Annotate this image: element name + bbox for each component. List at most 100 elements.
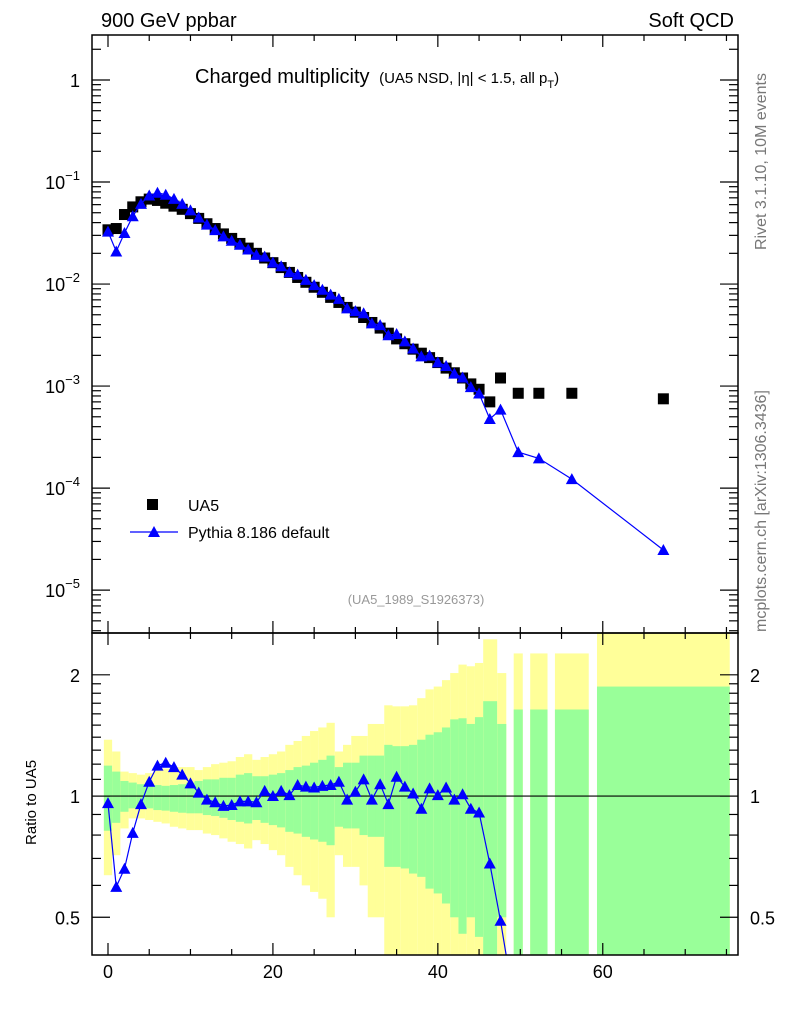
ua5-data-point xyxy=(127,201,139,213)
legend: UA5 Pythia 8.186 default xyxy=(130,498,330,542)
pythia-ratio-point xyxy=(407,787,420,799)
side-text-rivet: Rivet 3.1.10, 10M events xyxy=(753,73,770,250)
ua5-data-point xyxy=(533,387,545,399)
pythia-ratio-point xyxy=(423,782,436,794)
ratio-tick-label-right: 2 xyxy=(750,666,760,686)
pythia-data-point xyxy=(217,230,230,242)
band-stat-uncertainty xyxy=(530,709,548,955)
pythia-ratio-point xyxy=(225,799,238,811)
band-stat-uncertainty xyxy=(441,727,451,904)
pythia-data-point xyxy=(184,204,197,216)
pythia-data-point xyxy=(483,412,496,424)
band-stat-uncertainty xyxy=(392,746,401,867)
pythia-ratio-point xyxy=(283,789,296,801)
pythia-data-point xyxy=(349,305,362,317)
x-tick-label: 0 xyxy=(103,962,113,982)
pythia-ratio-point xyxy=(233,795,246,807)
pythia-ratio-point xyxy=(151,759,164,771)
ua5-data-point xyxy=(168,200,180,212)
pythia-ratio-point xyxy=(390,770,403,782)
pythia-ratio-point xyxy=(357,773,370,785)
pythia-data-point xyxy=(316,283,329,295)
pythia-ratio-point xyxy=(456,788,469,800)
header-right: Soft QCD xyxy=(648,10,734,32)
pythia-data-point xyxy=(382,329,395,341)
title-sub-eta: η xyxy=(461,70,469,87)
pythia-data-point xyxy=(464,381,477,393)
band-stat-uncertainty xyxy=(277,773,286,828)
x-tick-label: 60 xyxy=(593,962,613,982)
pythia-ratio-point xyxy=(473,806,486,818)
main-plot-frame xyxy=(91,34,739,634)
ratio-tick-label-left: 0.5 xyxy=(55,908,80,928)
pythia-ratio-point xyxy=(110,880,123,892)
pythia-ratio-point xyxy=(250,796,263,808)
band-stat-uncertainty xyxy=(497,723,507,918)
ratio-tick-label-right: 1 xyxy=(750,787,760,807)
pythia-data-point xyxy=(192,211,205,223)
pythia-ratio-point xyxy=(431,789,444,801)
band-stat-uncertainty xyxy=(433,732,442,894)
pythia-data-point xyxy=(242,243,255,255)
chart-title: Charged multiplicity (UA5 NSD, |η| < 1.5… xyxy=(195,66,559,91)
header-left: 900 GeV ppbar xyxy=(101,10,237,32)
pythia-data-point xyxy=(390,327,403,339)
band-stat-uncertainty xyxy=(334,767,344,827)
pythia-data-point xyxy=(291,268,304,280)
pythia-data-point xyxy=(250,248,263,260)
legend-pythia-label: Pythia 8.186 default xyxy=(188,525,330,542)
pythia-ratio-point xyxy=(101,797,114,809)
pythia-data-point xyxy=(512,446,525,458)
pythia-data-point xyxy=(151,186,164,198)
legend-ua5-label: UA5 xyxy=(188,498,219,515)
pythia-data-point xyxy=(266,256,279,268)
band-stat-uncertainty xyxy=(425,734,434,889)
pythia-data-point xyxy=(225,234,238,246)
band-stat-uncertainty xyxy=(359,755,368,836)
band-stat-uncertainty xyxy=(310,762,319,840)
band-stat-uncertainty xyxy=(513,709,523,955)
pythia-ratio-point xyxy=(143,775,156,787)
pythia-data-point xyxy=(332,292,345,304)
pythia-data-point xyxy=(431,356,444,368)
band-stat-uncertainty xyxy=(326,755,335,846)
pythia-ratio-point xyxy=(464,802,477,814)
pythia-data-point xyxy=(532,452,545,464)
pythia-ratio-point xyxy=(192,786,205,798)
ratio-plot-frame xyxy=(91,632,739,956)
ratio-tick-label-left: 2 xyxy=(70,666,80,686)
pythia-data-point xyxy=(299,273,312,285)
ua5-data-point xyxy=(657,393,669,405)
pythia-ratio-point xyxy=(209,796,222,808)
pythia-ratio-point xyxy=(332,775,345,787)
band-stat-uncertainty xyxy=(285,770,294,832)
pythia-data-point xyxy=(283,266,296,278)
pythia-ratio-point xyxy=(126,826,139,838)
ua5-data-point xyxy=(160,197,172,209)
pythia-data-point xyxy=(159,188,172,200)
pythia-data-point xyxy=(308,279,321,291)
y-tick-label: 10−2 xyxy=(45,270,80,295)
pythia-data-point xyxy=(275,260,288,272)
pythia-data-point xyxy=(374,319,387,331)
band-stat-uncertainty xyxy=(408,744,418,874)
pythia-ratio-point xyxy=(316,779,329,791)
pythia-data-point xyxy=(365,317,378,329)
band-stat-uncertainty xyxy=(169,785,179,812)
ua5-data-point xyxy=(484,396,496,408)
title-sub-post: ) xyxy=(554,70,559,87)
ratio-plot-marks xyxy=(92,756,738,955)
ua5-data-point xyxy=(495,372,507,384)
ratio-ylabel: Ratio to UA5 xyxy=(23,760,40,845)
band-stat-uncertainty xyxy=(178,784,187,813)
side-text-mcplots: mcplots.cern.ch [arXiv:1306.3436] xyxy=(753,390,770,632)
pythia-ratio-point xyxy=(374,778,387,790)
pythia-data-point xyxy=(657,543,670,555)
pythia-ratio-point xyxy=(266,790,279,802)
pythia-ratio-point xyxy=(448,793,461,805)
pythia-line xyxy=(107,192,664,551)
title-sub-sub: T xyxy=(547,79,554,91)
band-stat-uncertainty xyxy=(554,709,589,955)
pythia-data-point xyxy=(398,335,411,347)
